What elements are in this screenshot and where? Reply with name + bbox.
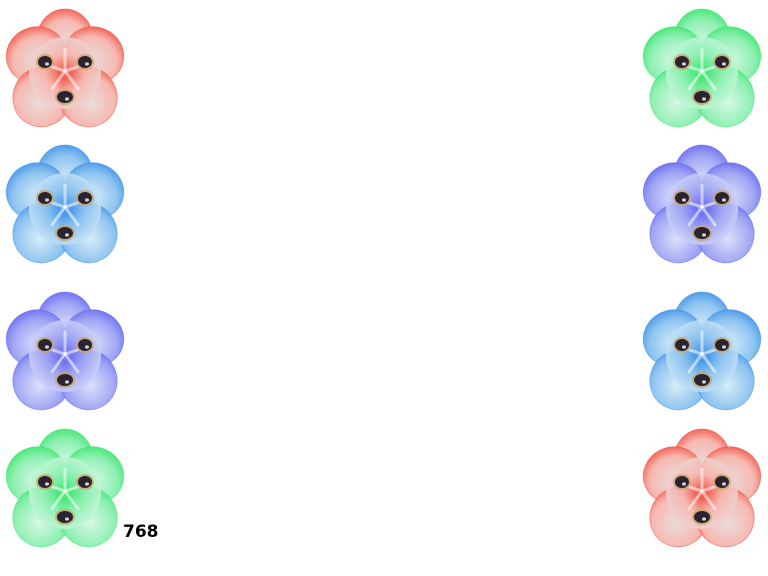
blue-flower-icon xyxy=(642,291,762,411)
blue-flower-icon xyxy=(5,144,125,264)
score-counter: 768 xyxy=(123,522,159,542)
violet-flower-icon xyxy=(642,144,762,264)
flower-card-left-2[interactable] xyxy=(2,141,128,273)
flower-card-left-3[interactable] xyxy=(2,288,128,420)
green-flower-icon xyxy=(5,428,125,548)
violet-flower-icon xyxy=(5,291,125,411)
flower-card-left-4[interactable] xyxy=(2,425,128,557)
flower-card-left-1[interactable] xyxy=(2,5,128,137)
red-flower-icon xyxy=(642,428,762,548)
green-flower-icon xyxy=(642,8,762,128)
red-flower-icon xyxy=(5,8,125,128)
flower-card-right-1[interactable] xyxy=(639,5,765,137)
flower-card-right-2[interactable] xyxy=(639,141,765,273)
flower-card-right-3[interactable] xyxy=(639,288,765,420)
flower-card-right-4[interactable] xyxy=(639,425,765,557)
